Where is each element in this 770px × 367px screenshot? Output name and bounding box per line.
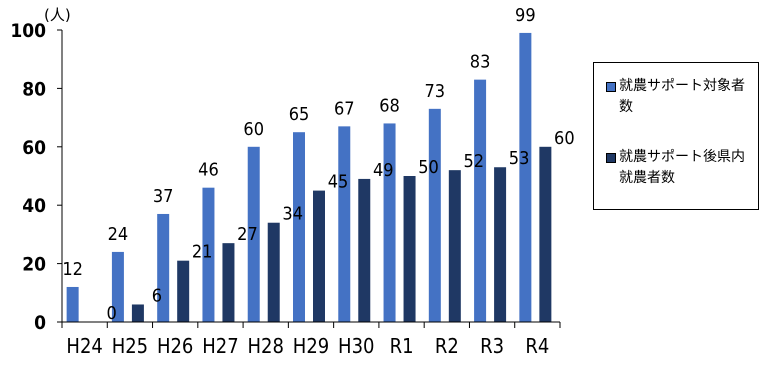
bar-employed — [313, 190, 325, 322]
data-label-target: 67 — [334, 98, 355, 119]
y-tick-label: 40 — [22, 195, 46, 217]
bar-employed — [358, 178, 371, 322]
bar-target — [66, 286, 79, 322]
bar-series — [66, 32, 552, 323]
x-tick-label: H26 — [157, 334, 193, 358]
bar-employed — [267, 222, 280, 322]
y-tick-label: 20 — [22, 254, 46, 276]
legend-label-employed: 就農サポート後県内就農者数 — [619, 149, 745, 186]
axes — [61, 30, 561, 328]
data-label-target: 65 — [289, 104, 310, 125]
data-label-target: 37 — [153, 186, 174, 207]
x-tick-label: H27 — [202, 334, 238, 358]
data-label-target: 73 — [425, 81, 446, 102]
x-tick-label: R4 — [525, 334, 549, 358]
data-label-target: 99 — [515, 5, 536, 26]
bar-employed — [222, 243, 235, 322]
x-tick-label: H30 — [338, 334, 374, 358]
bar-target — [428, 108, 441, 322]
y-tick-label: 100 — [10, 20, 46, 42]
legend-label-target: 就農サポート対象者数 — [619, 78, 745, 115]
y-tick-label: 0 — [34, 312, 46, 334]
y-axis-ticks: 0 20 40 60 80 100 — [10, 20, 62, 334]
y-axis-unit-label: (人) — [44, 6, 71, 24]
x-tick-label: H28 — [248, 334, 284, 358]
data-label-employed: 6 — [152, 285, 162, 306]
x-tick-label: R2 — [435, 334, 459, 358]
bar-employed — [494, 167, 507, 322]
bar-employed — [448, 170, 461, 322]
data-label-employed: 0 — [106, 303, 116, 324]
y-tick-label: 60 — [22, 137, 46, 159]
data-label-target: 12 — [62, 259, 83, 280]
legend-item-employed: 就農サポート後県内就農者数 — [606, 147, 755, 189]
legend: 就農サポート対象者数 就農サポート後県内就農者数 — [593, 62, 759, 210]
legend-swatch-employed — [606, 153, 616, 163]
bar-target — [293, 132, 305, 322]
x-tick-label: R1 — [390, 334, 414, 358]
x-tick-label: H24 — [66, 334, 102, 358]
data-labels: 12 0 24 6 37 21 46 27 60 34 65 45 67 49 68 50 73 52 83 53 99… — [62, 5, 574, 324]
bar-target — [157, 213, 170, 322]
bar-target — [383, 123, 396, 322]
data-label-target: 83 — [470, 52, 491, 73]
bar-employed — [131, 304, 144, 322]
data-label-target: 24 — [108, 224, 129, 245]
bar-employed — [403, 176, 416, 322]
legend-swatch-target — [606, 82, 616, 92]
x-axis-tick-labels: H24 H25 H26 H27 H28 H29 H30 R1 R2 R3 R4 — [66, 334, 549, 358]
x-tick-label: H29 — [293, 334, 329, 358]
bar-employed — [539, 146, 552, 322]
x-tick-label: R3 — [480, 334, 504, 358]
bar-target — [338, 126, 351, 322]
bar-employed — [177, 260, 190, 322]
data-label-employed: 49 — [373, 160, 394, 181]
data-label-target: 60 — [243, 119, 264, 140]
data-label-employed: 45 — [328, 172, 349, 193]
data-label-employed: 53 — [509, 148, 530, 169]
legend-item-target: 就農サポート対象者数 — [606, 76, 755, 118]
data-label-employed: 21 — [192, 242, 213, 263]
data-label-employed: 34 — [282, 204, 303, 225]
x-tick-label: H25 — [112, 334, 148, 358]
data-label-target: 46 — [198, 160, 219, 181]
bar-target — [202, 187, 215, 322]
data-label-employed: 27 — [237, 224, 258, 245]
bar-target — [111, 251, 124, 322]
data-label-employed: 60 — [554, 128, 575, 149]
y-tick-label: 80 — [22, 78, 46, 100]
data-label-target: 68 — [379, 95, 400, 116]
bar-target — [474, 79, 487, 322]
data-label-employed: 52 — [464, 151, 485, 172]
bar-target — [519, 32, 532, 323]
data-label-employed: 50 — [418, 157, 439, 178]
bar-target — [247, 146, 260, 322]
